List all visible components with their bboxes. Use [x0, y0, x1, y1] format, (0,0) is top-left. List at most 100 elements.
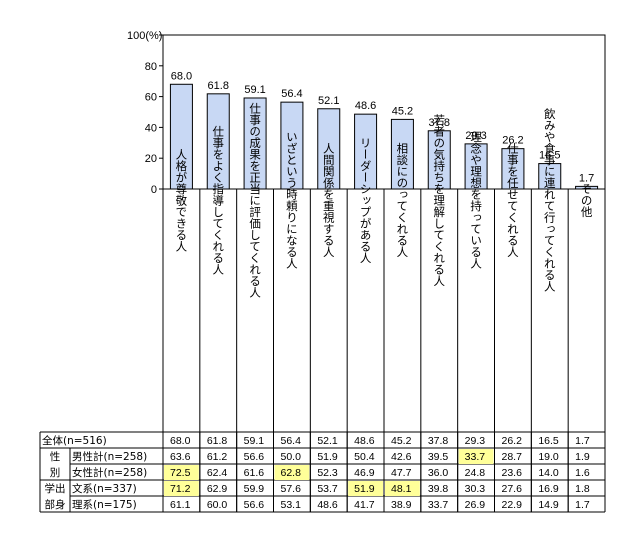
group-label: 別 [50, 467, 61, 479]
table-cell: 50.4 [354, 451, 375, 463]
table-cell: 42.6 [391, 451, 412, 463]
group-label: 学出 [45, 482, 66, 495]
category-label: その他 [580, 183, 594, 218]
category-label: 仕事をよく指導してくれる人 [211, 125, 225, 275]
table-cell: 71.2 [170, 483, 191, 495]
table-cell: 38.9 [391, 499, 412, 511]
data-label: 1.7 [579, 172, 594, 184]
bar [280, 101, 304, 190]
table-cell: 48.6 [354, 435, 375, 447]
table-cell: 30.3 [465, 483, 486, 495]
y-tick-label: 0 [151, 184, 157, 196]
y-unit-label: 100(%) [127, 30, 162, 42]
group-label: 性 [50, 450, 61, 463]
bar [169, 83, 193, 190]
table-cell: 68.0 [170, 435, 191, 447]
table-cell: 36.0 [428, 467, 449, 479]
table-cell: 33.7 [428, 499, 449, 511]
category-label: 相談にのってくれる人 [395, 143, 409, 258]
table-cell: 24.8 [465, 467, 486, 479]
table-cell: 1.6 [575, 467, 590, 479]
highlight-cell [385, 481, 420, 496]
table-cell: 29.3 [465, 435, 486, 447]
y-tick-label: 20 [145, 153, 157, 165]
table-cell: 39.8 [428, 483, 449, 495]
table-cell: 51.9 [354, 483, 375, 495]
bar [317, 108, 341, 190]
table-cell: 57.6 [281, 483, 302, 495]
bar [538, 163, 562, 190]
table-cell: 23.6 [502, 467, 523, 479]
bar [464, 143, 488, 190]
bar [501, 148, 525, 190]
table-cell: 41.7 [354, 499, 375, 511]
table-cell: 48.6 [317, 499, 338, 511]
y-tick-label: 80 [145, 61, 157, 73]
row-label: 女性計(n=258) [72, 466, 147, 479]
table-cell: 61.2 [207, 451, 228, 463]
table-cell: 72.5 [170, 467, 191, 479]
table-cell: 62.8 [281, 467, 302, 479]
table-cell: 14.0 [538, 467, 559, 479]
y-tick-label: 60 [145, 92, 157, 104]
table-cell: 60.0 [207, 499, 228, 511]
table-cell: 52.1 [317, 435, 338, 447]
data-label: 68.0 [171, 70, 192, 82]
table-cell: 52.3 [317, 467, 338, 479]
table-cell: 26.9 [465, 499, 486, 511]
row-label: 全体(n=516) [42, 434, 107, 447]
data-label: 29.3 [465, 130, 486, 142]
table-cell: 1.9 [575, 451, 590, 463]
table-cell: 53.1 [281, 499, 302, 511]
table-cell: 19.0 [538, 451, 559, 463]
bar [354, 113, 378, 190]
table-cell: 47.7 [391, 467, 412, 479]
table-cell: 50.0 [281, 451, 302, 463]
table-cell: 59.1 [244, 435, 265, 447]
table-cell: 28.7 [502, 451, 523, 463]
table-cell: 61.6 [244, 467, 265, 479]
category-label: いざという時頼りになる人 [285, 131, 299, 269]
bar [575, 185, 599, 190]
table-cell: 27.6 [502, 483, 523, 495]
table-cell: 61.8 [207, 435, 228, 447]
bar [243, 97, 267, 190]
table-cell: 59.9 [244, 483, 265, 495]
table-cell: 37.8 [428, 435, 449, 447]
category-label: リーダーシップがある人 [359, 137, 373, 264]
table-cell: 62.4 [207, 467, 228, 479]
table-cell: 46.9 [354, 467, 375, 479]
data-label: 48.6 [355, 100, 376, 112]
table-cell: 14.9 [538, 499, 559, 511]
table-cell: 22.9 [502, 499, 523, 511]
row-label: 文系(n=337) [72, 482, 137, 495]
y-tick-label: 40 [145, 122, 157, 134]
highlight-cell [164, 465, 199, 480]
table-cell: 48.1 [391, 483, 412, 495]
bar [206, 93, 230, 190]
table-cell: 63.6 [170, 451, 191, 463]
table-cell: 16.9 [538, 483, 559, 495]
table-cell: 56.4 [281, 435, 302, 447]
table-cell: 56.6 [244, 499, 265, 511]
row-label: 理系(n=175) [72, 499, 137, 511]
data-label: 59.1 [244, 84, 265, 96]
category-label: 人間関係を重視する人 [322, 143, 336, 258]
data-label: 16.5 [539, 150, 560, 162]
table-cell: 26.2 [502, 435, 523, 447]
category-label: 飲みや食事に連れて行ってくれる人 [543, 107, 557, 292]
table-cell: 53.7 [317, 483, 338, 495]
category-label: 若者の気持ちを理解してくれる人 [432, 114, 446, 287]
bar [390, 118, 414, 190]
category-label: 理念や理想を持っている人 [469, 131, 483, 269]
highlight-cell [348, 481, 383, 496]
table-cell: 62.9 [207, 483, 228, 495]
highlight-cell [164, 481, 199, 496]
table-cell: 56.6 [244, 451, 265, 463]
table-cell: 1.8 [575, 483, 590, 495]
category-label: 仕事の成果を正当に評価してくれる人 [248, 102, 262, 298]
table-cell: 51.9 [317, 451, 338, 463]
highlight-cell [458, 449, 494, 464]
table-cell: 1.7 [575, 499, 590, 511]
